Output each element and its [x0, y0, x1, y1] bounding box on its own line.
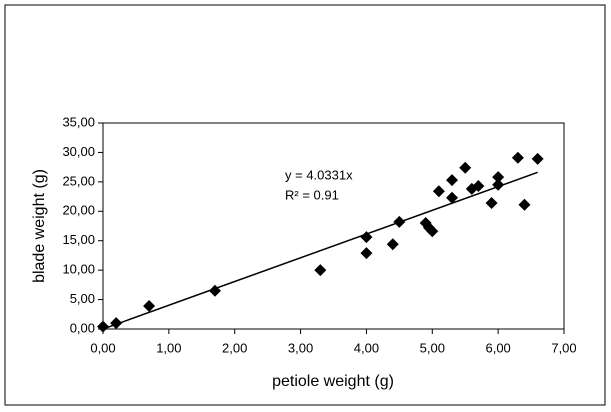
point — [472, 179, 485, 192]
y-tick-label: 25,00 — [62, 173, 95, 188]
chart-frame — [4, 4, 606, 406]
point — [208, 284, 221, 297]
point — [393, 215, 406, 228]
x-tick-label: 0,00 — [90, 340, 115, 355]
plot-area — [102, 122, 565, 330]
x-tick-label: 2,00 — [222, 340, 247, 355]
x-axis-title: petiole weight (g) — [272, 373, 394, 390]
point — [386, 238, 399, 251]
point — [485, 197, 498, 210]
y-tick-label: 5,00 — [70, 291, 95, 306]
point — [97, 320, 109, 333]
point — [446, 191, 459, 204]
x-tick-label: 5,00 — [420, 340, 445, 355]
point — [314, 264, 327, 277]
y-tick-label: 10,00 — [62, 262, 95, 277]
point — [492, 171, 505, 184]
y-tick-label: 20,00 — [62, 203, 95, 218]
trendline — [102, 171, 538, 330]
x-tick-label: 3,00 — [288, 340, 313, 355]
point — [143, 300, 156, 313]
x-tick-label: 7,00 — [551, 340, 576, 355]
point — [492, 178, 505, 191]
y-axis-title: blade weight (g) — [31, 169, 48, 283]
point — [459, 161, 472, 174]
point — [426, 225, 439, 238]
y-tick-label: 35,00 — [62, 114, 95, 129]
y-tick-label: 0,00 — [70, 320, 95, 335]
point — [432, 185, 445, 198]
point — [110, 317, 123, 330]
x-tick-label: 6,00 — [485, 340, 510, 355]
x-tick-label: 1,00 — [156, 340, 181, 355]
point — [360, 231, 373, 244]
r-squared: R² = 0.91 — [285, 187, 339, 202]
point — [360, 247, 373, 260]
point — [446, 174, 459, 187]
x-tick-label: 4,00 — [354, 340, 379, 355]
trend-equation: y = 4.0331x — [285, 167, 353, 182]
point — [518, 198, 531, 211]
point — [511, 151, 524, 164]
y-tick-label: 30,00 — [62, 144, 95, 159]
y-tick-label: 15,00 — [62, 232, 95, 247]
point — [531, 152, 544, 165]
